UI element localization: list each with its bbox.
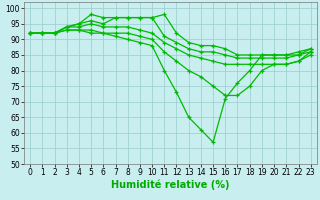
X-axis label: Humidité relative (%): Humidité relative (%) bbox=[111, 180, 230, 190]
